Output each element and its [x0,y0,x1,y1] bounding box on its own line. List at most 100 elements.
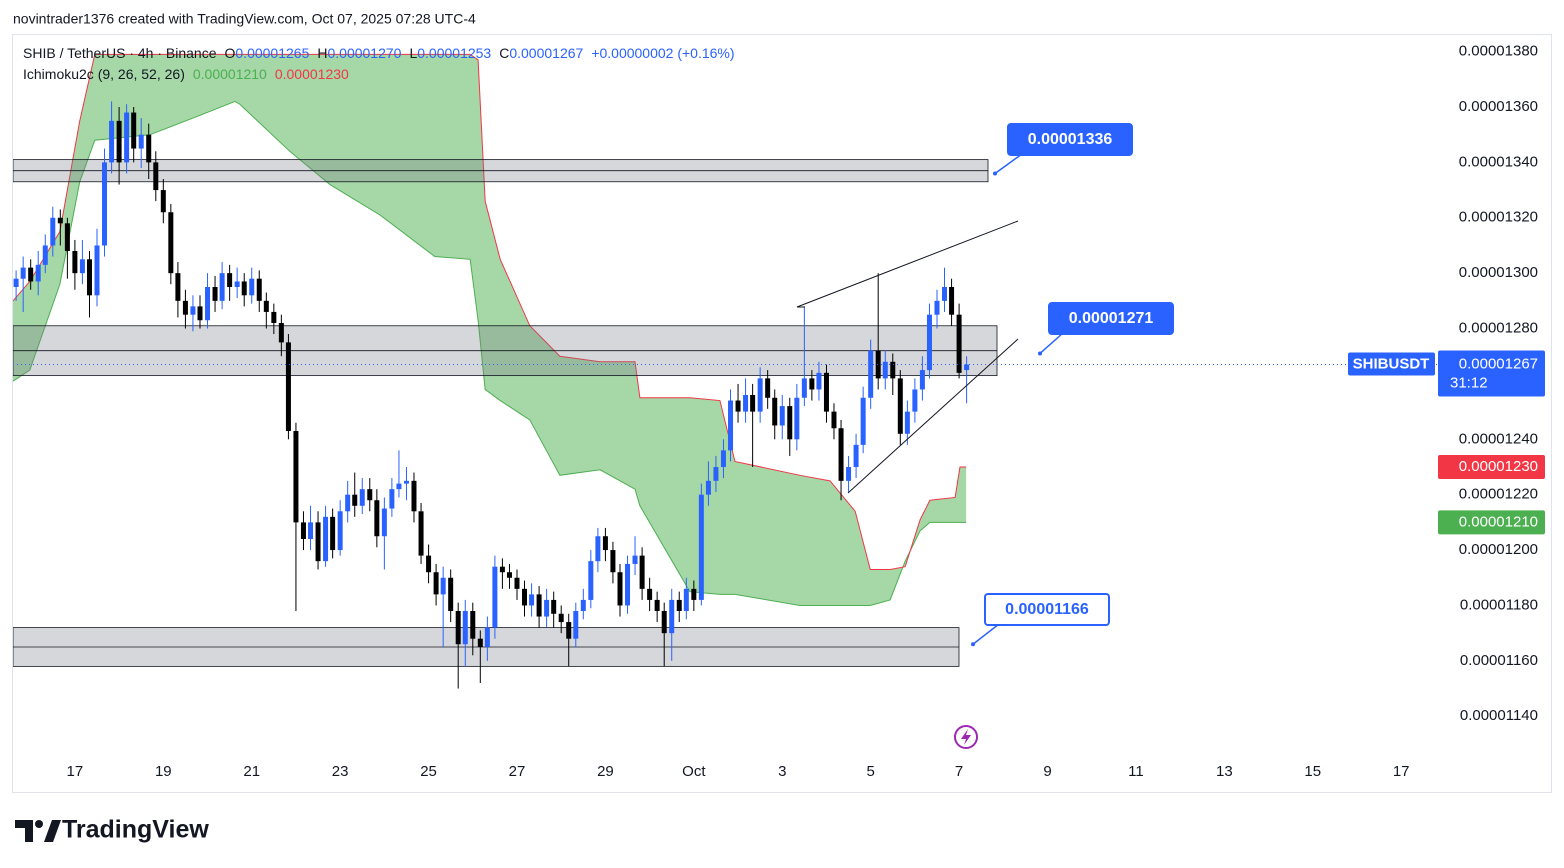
x-tick-label: 11 [1128,763,1144,780]
candle-body [403,480,409,484]
indicator-badge [1438,455,1545,479]
candle-body [595,536,601,562]
candle-body [271,311,277,323]
candle-body [197,306,203,321]
indicator-name: Ichimoku2c (9, 26, 52, 26) [23,66,185,82]
callout-pointer [994,153,1023,175]
legend-value: 0.00001267 [509,45,583,61]
candle-body [926,314,932,371]
candle-body [293,431,299,523]
candle-body [544,599,550,617]
cloud-layer [13,53,967,606]
candle-body [124,112,130,163]
candle-body [757,378,763,412]
indicator-value: 0.00001230 [275,66,349,82]
candle-body [315,522,321,562]
candle-body [661,611,667,634]
candle-body [683,588,689,611]
candle-body [846,467,852,481]
indicator-badge-label: 0.00001230 [1459,458,1538,475]
y-tick-label: 0.00001360 [1459,98,1538,115]
candle-body [897,378,903,434]
candle-body [949,287,955,315]
candle-body [698,494,704,600]
y-tick-label: 0.00001320 [1459,209,1538,226]
candle-body [964,364,970,371]
candle-body [138,134,144,149]
x-tick-label: 25 [420,763,437,780]
x-tick-label: Oct [682,763,706,780]
x-tick-label: 7 [955,763,963,780]
logo-shape [35,820,43,828]
cloud-span-line [13,100,967,606]
indicator-legend: Ichimoku2c (9, 26, 52, 26) 0.00001210 0.00… [23,66,349,82]
candle-body [190,306,196,315]
callout-box [1048,302,1174,335]
y-tick-label: 0.00001380 [1459,43,1538,60]
candle-body [882,361,888,379]
candle-body [477,638,483,647]
candle-body [448,577,454,611]
callout-point [993,171,997,176]
candle-body [816,372,822,390]
symbol-badge-label: SHIBUSDT [1353,356,1430,373]
icon-bolt[interactable] [961,729,971,745]
candle-body [735,400,741,412]
y-tick-label: 0.00001180 [1460,596,1538,613]
candle-body [713,467,719,481]
candle-body [64,223,70,251]
candle-body [13,278,19,287]
candle-body [956,314,962,373]
candle-body [35,264,41,282]
candle-body [234,281,240,287]
candle-body [28,267,34,282]
y-tick-label: 0.00001200 [1459,541,1538,558]
candle-body [330,516,336,551]
candle-body [794,397,800,440]
symbol-legend: SHIB / TetherUS · 4h · Binance O0.0000126… [23,45,735,61]
legend-value: 0.00001265 [235,45,309,61]
candle-body [396,483,402,490]
candle-body [536,594,542,617]
candle-body [720,450,726,467]
candle-body [632,555,638,564]
callout-label: 0.00001336 [1028,131,1113,148]
y-tick-label: 0.00001220 [1459,486,1538,503]
candle-body [374,500,380,537]
callout-point [1038,351,1042,356]
trend-line [796,220,1019,308]
candle-body [823,372,829,412]
candle-body [647,588,653,600]
candle-body [750,395,756,412]
countdown-label: 31:12 [1450,375,1488,392]
candle-body [345,494,351,512]
candle-body [809,378,815,390]
candle-body [765,378,771,398]
candle-body [57,217,63,224]
candle-body [455,611,461,645]
candle-body [860,397,866,445]
trend-line [847,338,1019,494]
brand-logo [15,820,61,842]
candle-body [934,300,940,315]
candle-body [182,300,188,315]
callout-pointer [1039,332,1064,355]
candle-body [381,508,387,537]
candle-body [514,577,520,589]
replay-icon[interactable] [954,725,978,749]
candle-body [285,342,291,431]
candle-body [109,120,115,163]
y-tick-label: 0.00001340 [1459,153,1538,170]
candle-body [551,599,557,614]
candle-body [20,267,26,279]
candle-body [212,287,218,301]
credit: novintrader1376 created with TradingView… [13,11,476,27]
candle-body [573,611,579,639]
legend-value: 0.00001253 [417,45,491,61]
legend-key: L [409,45,417,61]
legend-change: +0.00000002 (+0.16%) [591,45,734,61]
candle-body [506,572,512,578]
candle-body [241,281,247,296]
candle-body [116,120,122,163]
